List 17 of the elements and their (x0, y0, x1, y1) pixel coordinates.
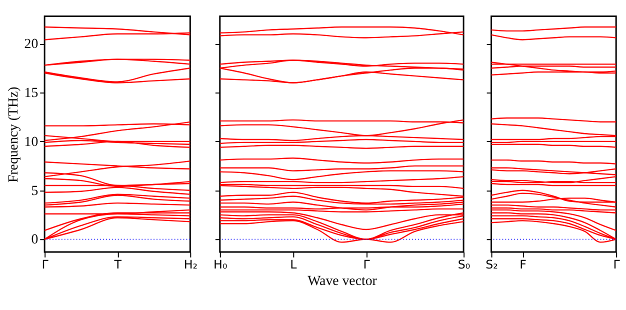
x-tick-label: T (113, 257, 122, 272)
y-axis-title: Frequency (THz) (5, 86, 20, 183)
x-tick-label: S₂ (486, 257, 498, 272)
x-tick-label: H₀ (214, 257, 228, 272)
y-tick-label: 15 (24, 85, 38, 100)
x-tick-label: S₀ (458, 257, 470, 272)
y-tick-label: 20 (24, 36, 38, 52)
y-tick-label: 0 (31, 232, 38, 247)
x-tick-label: F (520, 257, 527, 272)
x-tick-label: Γ (42, 257, 49, 272)
y-tick-label: 10 (24, 134, 38, 149)
x-tick-label: Γ (363, 257, 370, 272)
x-axis-title: Wave vector (308, 273, 378, 288)
x-tick-label: H₂ (184, 257, 198, 272)
x-tick-label: L (290, 257, 298, 272)
y-tick-label: 5 (31, 182, 38, 198)
x-tick-label: Γ (613, 257, 620, 272)
